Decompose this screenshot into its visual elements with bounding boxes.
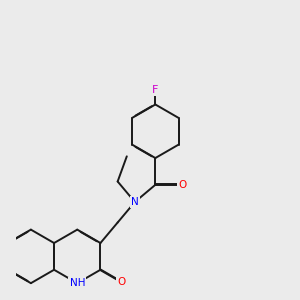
Text: F: F bbox=[152, 85, 158, 95]
Text: O: O bbox=[178, 180, 186, 190]
Text: N: N bbox=[131, 197, 139, 207]
Text: O: O bbox=[117, 277, 125, 287]
Text: NH: NH bbox=[70, 278, 85, 288]
